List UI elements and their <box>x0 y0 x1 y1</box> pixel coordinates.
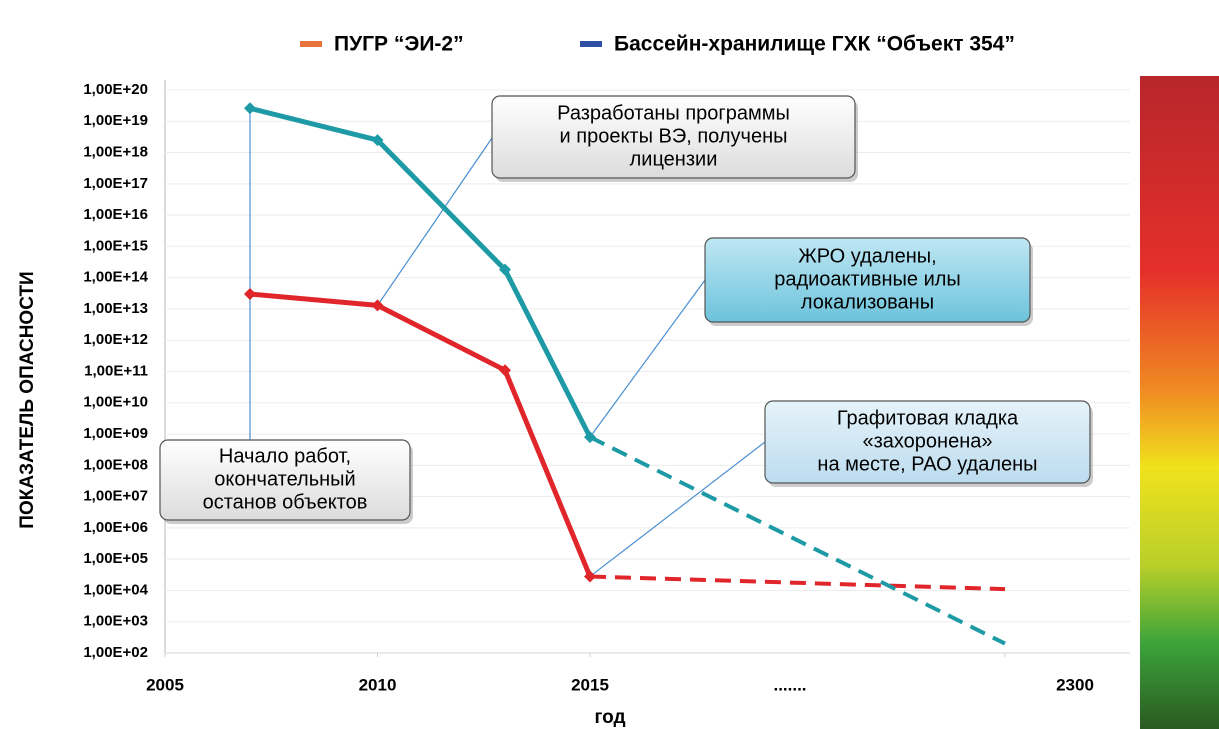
annotation-text: останов объектов <box>203 491 368 513</box>
x-tick-label: 2005 <box>146 675 184 694</box>
y-tick-label: 1,00E+12 <box>83 331 148 348</box>
point-marker <box>244 102 256 115</box>
series-line <box>249 291 593 578</box>
annotation-text: окончательный <box>214 468 355 490</box>
y-tick-label: 1,00E+11 <box>84 362 148 379</box>
projection-line <box>589 435 1006 646</box>
y-tick-label: 1,00E+07 <box>83 488 148 505</box>
leader-line <box>589 279 706 438</box>
projection-line <box>589 574 1006 592</box>
y-tick-label: 1,00E+18 <box>83 144 148 161</box>
y-tick-label: 1,00E+19 <box>83 112 148 129</box>
y-tick-label: 1,00E+13 <box>83 300 148 317</box>
point-marker <box>371 299 384 312</box>
y-tick-label: 1,00E+09 <box>83 425 148 442</box>
y-tick-label: 1,00E+14 <box>83 269 148 286</box>
y-tick-label: 1,00E+20 <box>83 81 148 98</box>
annotation-box <box>159 439 411 521</box>
y-tick-label: 1,00E+05 <box>83 550 148 567</box>
point-marker <box>244 288 256 301</box>
legend-swatch <box>300 41 322 47</box>
y-tick-label: 1,00E+04 <box>83 581 148 598</box>
annotation-text: радиоактивные илы <box>774 268 961 290</box>
point-marker <box>584 431 596 444</box>
annotation-text: Графитовая кладка <box>837 407 1019 429</box>
x-tick-label: 2010 <box>359 675 397 694</box>
y-tick-label: 1,00E+08 <box>83 456 148 473</box>
x-axis-label: год <box>594 707 625 728</box>
legend-swatch <box>580 41 602 47</box>
y-tick-label: 1,00E+10 <box>83 394 148 411</box>
y-tick-label: 1,00E+17 <box>83 175 148 192</box>
annotation-text: на месте, РАО удалены <box>817 453 1037 475</box>
annotation-box <box>764 400 1091 484</box>
x-gap-label: ....... <box>773 675 806 694</box>
point-marker <box>584 570 596 583</box>
legend-label: Бассейн-хранилище ГХК “Объект 354” <box>614 33 1015 56</box>
legend-label: ПУГР “ЭИ-2” <box>334 33 464 56</box>
point-marker <box>499 263 511 276</box>
annotation-text: «захоронена» <box>862 430 992 452</box>
y-axis-label: ПОКАЗАТЕЛЬ ОПАСНОСТИ <box>17 271 38 528</box>
point-marker <box>499 364 511 377</box>
y-tick-label: 1,00E+16 <box>83 206 148 223</box>
annotation-text: локализованы <box>801 291 934 313</box>
y-tick-label: 1,00E+02 <box>83 644 148 661</box>
y-tick-label: 1,00E+15 <box>83 237 148 254</box>
leader-line <box>377 137 493 306</box>
annotation-text: Разработаны программы <box>557 102 790 124</box>
annotation-text: лицензии <box>630 148 718 170</box>
x-tick-label: 2015 <box>571 675 609 694</box>
annotation-text: Начало работ, <box>219 445 351 467</box>
point-marker <box>371 134 384 147</box>
annotation-box <box>491 95 856 179</box>
y-tick-label: 1,00E+03 <box>83 613 148 630</box>
series-line <box>249 105 593 439</box>
annotation-box <box>704 237 1031 323</box>
leader-line <box>589 441 766 577</box>
annotation-text: и проекты ВЭ, получены <box>560 125 788 147</box>
y-tick-label: 1,00E+06 <box>83 519 148 536</box>
hazard-scale <box>1140 76 1219 729</box>
x-tick-label: 2300 <box>1056 675 1094 694</box>
annotation-text: ЖРО удалены, <box>798 245 936 267</box>
